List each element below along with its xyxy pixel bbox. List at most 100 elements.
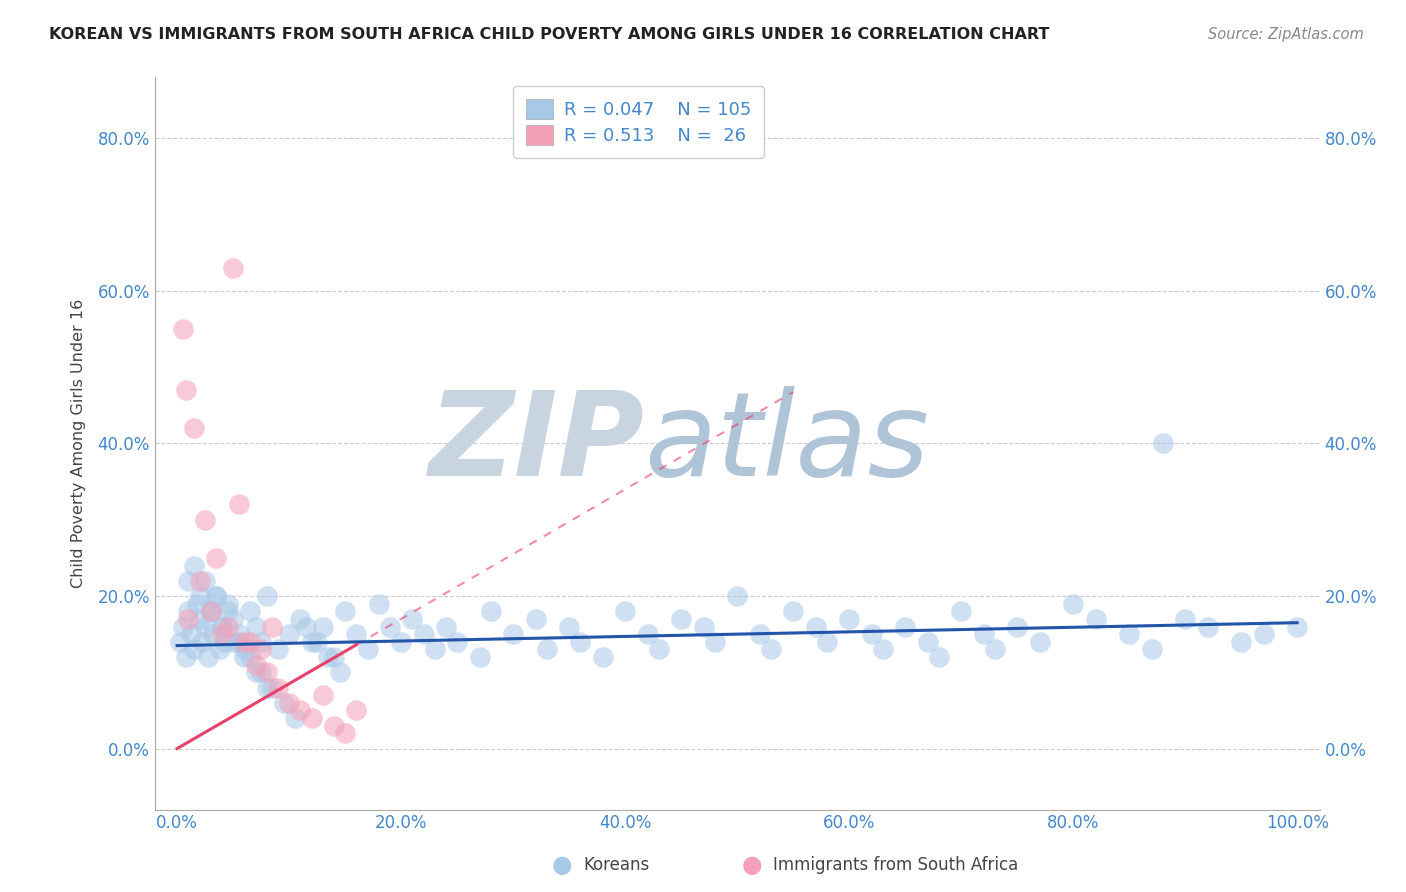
Point: [1140, 642, 1163, 657]
Point: [290, 703, 312, 717]
Text: KOREAN VS IMMIGRANTS FROM SOUTH AFRICA CHILD POVERTY AMONG GIRLS UNDER 16 CORREL: KOREAN VS IMMIGRANTS FROM SOUTH AFRICA C…: [49, 27, 1050, 42]
Point: [256, 681, 278, 695]
Point: [183, 642, 205, 657]
Point: [536, 642, 558, 657]
Point: [318, 650, 340, 665]
Point: [1005, 619, 1028, 633]
Point: [228, 627, 250, 641]
Point: [928, 650, 950, 665]
Point: [183, 421, 205, 435]
Point: [815, 634, 838, 648]
Point: [256, 665, 278, 680]
Point: [1174, 612, 1197, 626]
Point: [333, 604, 356, 618]
Point: [592, 650, 614, 665]
Point: [328, 665, 350, 680]
Point: [222, 612, 245, 626]
Point: [194, 574, 217, 588]
Text: Source: ZipAtlas.com: Source: ZipAtlas.com: [1208, 27, 1364, 42]
Point: [322, 650, 344, 665]
Point: [228, 498, 250, 512]
Point: [412, 627, 434, 641]
Point: [312, 688, 335, 702]
Point: [267, 642, 290, 657]
Text: ●: ●: [742, 854, 762, 877]
Point: [344, 703, 367, 717]
Point: [569, 634, 592, 648]
Text: Koreans: Koreans: [583, 856, 650, 874]
Point: [1230, 634, 1253, 648]
Point: [177, 612, 200, 626]
Point: [250, 665, 273, 680]
Point: [211, 619, 233, 633]
Point: [197, 650, 219, 665]
Point: [222, 634, 245, 648]
Point: [648, 642, 671, 657]
Point: [468, 650, 491, 665]
Point: [217, 597, 239, 611]
Point: [312, 619, 335, 633]
Point: [169, 634, 191, 648]
Point: [1118, 627, 1140, 641]
Point: [222, 261, 245, 276]
Point: [301, 634, 323, 648]
Point: [217, 619, 239, 633]
Point: [278, 696, 301, 710]
Point: [233, 634, 256, 648]
Point: [194, 619, 217, 633]
Point: [344, 627, 367, 641]
Point: [188, 589, 211, 603]
Point: [172, 619, 194, 633]
Point: [245, 657, 267, 672]
Text: atlas: atlas: [644, 386, 929, 500]
Point: [446, 634, 468, 648]
Point: [278, 627, 301, 641]
Point: [233, 642, 256, 657]
Point: [479, 604, 502, 618]
Text: Immigrants from South Africa: Immigrants from South Africa: [773, 856, 1018, 874]
Point: [177, 574, 200, 588]
Point: [239, 650, 262, 665]
Point: [984, 642, 1007, 657]
Point: [434, 619, 457, 633]
Point: [208, 642, 231, 657]
Point: [748, 627, 770, 641]
Point: [212, 634, 235, 648]
Point: [973, 627, 995, 641]
Point: [267, 681, 290, 695]
Point: [804, 619, 827, 633]
Point: [872, 642, 894, 657]
Point: [188, 612, 211, 626]
Point: [205, 550, 228, 565]
Point: [172, 322, 194, 336]
Point: [1062, 597, 1084, 611]
Point: [211, 627, 233, 641]
Point: [239, 634, 262, 648]
Point: [401, 612, 423, 626]
Point: [245, 619, 267, 633]
Point: [669, 612, 692, 626]
Point: [174, 383, 197, 397]
Point: [190, 634, 212, 648]
Point: [367, 597, 389, 611]
Point: [228, 634, 250, 648]
Point: [333, 726, 356, 740]
Point: [1084, 612, 1107, 626]
Point: [782, 604, 804, 618]
Point: [233, 650, 256, 665]
Point: [423, 642, 446, 657]
Point: [250, 634, 273, 648]
Point: [1286, 619, 1309, 633]
Point: [894, 619, 917, 633]
Point: [637, 627, 659, 641]
Point: [759, 642, 782, 657]
Point: [273, 696, 295, 710]
Point: [502, 627, 524, 641]
Point: [295, 619, 318, 633]
Point: [838, 612, 860, 626]
Point: [290, 612, 312, 626]
Point: [378, 619, 401, 633]
Point: [1197, 619, 1219, 633]
Point: [725, 589, 748, 603]
Point: [284, 711, 307, 725]
